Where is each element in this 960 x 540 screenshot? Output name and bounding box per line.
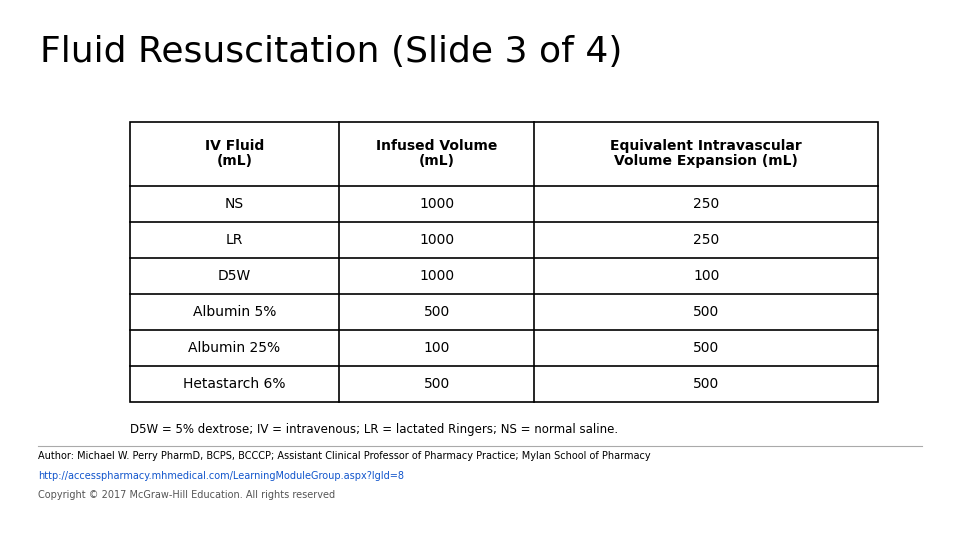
Text: Infused Volume: Infused Volume xyxy=(376,139,497,153)
Text: 500: 500 xyxy=(693,377,719,392)
Text: LR: LR xyxy=(226,233,243,247)
Text: Equivalent Intravascular: Equivalent Intravascular xyxy=(611,139,802,153)
Text: 500: 500 xyxy=(423,377,449,392)
Text: Fluid Resuscitation (Slide 3 of 4): Fluid Resuscitation (Slide 3 of 4) xyxy=(40,35,623,69)
Text: 1000: 1000 xyxy=(420,197,454,211)
Text: Albumin 25%: Albumin 25% xyxy=(188,341,280,355)
Text: 500: 500 xyxy=(423,305,449,319)
Text: http://accesspharmacy.mhmedical.com/LearningModuleGroup.aspx?lgId=8: http://accesspharmacy.mhmedical.com/Lear… xyxy=(38,471,404,482)
Text: 500: 500 xyxy=(693,305,719,319)
Text: D5W = 5% dextrose; IV = intravenous; LR = lactated Ringers; NS = normal saline.: D5W = 5% dextrose; IV = intravenous; LR … xyxy=(130,423,617,436)
Text: 250: 250 xyxy=(693,233,719,247)
Text: 1000: 1000 xyxy=(420,269,454,284)
Text: (mL): (mL) xyxy=(419,154,455,168)
Text: Copyright © 2017 McGraw-Hill Education. All rights reserved: Copyright © 2017 McGraw-Hill Education. … xyxy=(38,490,336,500)
Text: Hetastarch 6%: Hetastarch 6% xyxy=(183,377,286,392)
Text: Volume Expansion (mL): Volume Expansion (mL) xyxy=(614,154,798,168)
Text: (mL): (mL) xyxy=(216,154,252,168)
Text: IV Fluid: IV Fluid xyxy=(204,139,264,153)
Text: NS: NS xyxy=(225,197,244,211)
Text: D5W: D5W xyxy=(218,269,252,284)
Text: 500: 500 xyxy=(693,341,719,355)
Text: 100: 100 xyxy=(423,341,450,355)
Text: 250: 250 xyxy=(693,197,719,211)
Text: 1000: 1000 xyxy=(420,233,454,247)
Text: 100: 100 xyxy=(693,269,719,284)
Text: Albumin 5%: Albumin 5% xyxy=(193,305,276,319)
Text: Author: Michael W. Perry PharmD, BCPS, BCCCP; Assistant Clinical Professor of Ph: Author: Michael W. Perry PharmD, BCPS, B… xyxy=(38,451,651,461)
